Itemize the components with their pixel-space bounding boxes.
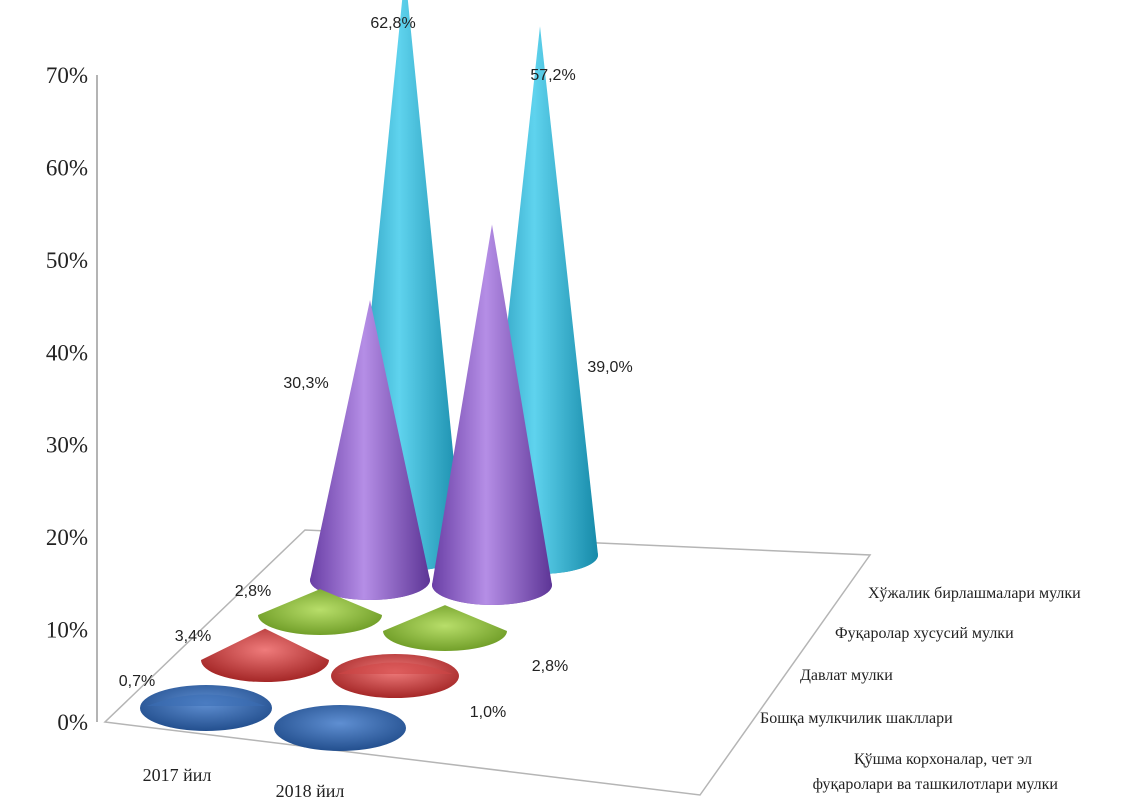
cone-peak bbox=[146, 694, 266, 706]
data-label: 39,0% bbox=[587, 359, 632, 376]
cone-peak bbox=[337, 662, 453, 674]
series-labels: Хўжалик бирлашмалари мулки Фуқаролар хусу… bbox=[760, 585, 1081, 793]
y-tick-label: 10% bbox=[46, 618, 88, 643]
cone bbox=[310, 299, 430, 600]
series-label: Фуқаролар хусусий мулки bbox=[835, 625, 1014, 642]
data-labels: 62,8% 57,2% 30,3% 39,0% 2,8% 2,8% 3,4% 1,0% 0,7% bbox=[119, 15, 633, 721]
data-label: 0,7% bbox=[119, 673, 155, 690]
y-tick-label: 20% bbox=[46, 525, 88, 550]
y-tick-label: 60% bbox=[46, 155, 88, 180]
series-label: Бошқа мулкчилик шакллари bbox=[760, 710, 953, 727]
cone-disc bbox=[140, 685, 272, 731]
category-label: 2017 йил bbox=[143, 765, 212, 785]
y-tick-label: 0% bbox=[57, 710, 88, 735]
y-tick-label: 40% bbox=[46, 340, 88, 365]
data-label: 2,8% bbox=[532, 658, 568, 675]
cones bbox=[140, 0, 598, 751]
y-tick-labels: 0% 10% 20% 30% 40% 50% 60% 70% bbox=[46, 63, 88, 735]
data-label: 30,3% bbox=[283, 375, 328, 392]
data-label: 3,4% bbox=[175, 628, 211, 645]
cone bbox=[201, 628, 329, 682]
cone-disc bbox=[331, 654, 459, 698]
series-label: Давлат мулки bbox=[800, 667, 893, 684]
category-labels: 2017 йил 2018 йил bbox=[143, 765, 345, 800]
data-label: 57,2% bbox=[530, 67, 575, 84]
cone bbox=[383, 605, 507, 651]
cone-disc bbox=[274, 705, 406, 751]
data-label: 2,8% bbox=[235, 583, 271, 600]
cone bbox=[258, 589, 382, 635]
series-label: Хўжалик бирлашмалари мулки bbox=[868, 585, 1081, 602]
y-tick-label: 50% bbox=[46, 248, 88, 273]
data-label: 62,8% bbox=[370, 15, 415, 32]
axes bbox=[96, 75, 872, 796]
y-tick-label: 70% bbox=[46, 63, 88, 88]
series-label: фуқаролари ва ташкилотлари мулки bbox=[813, 776, 1059, 793]
cone bbox=[432, 224, 552, 605]
category-label: 2018 йил bbox=[276, 781, 345, 800]
series-label: Қўшма корхоналар, чет эл bbox=[854, 751, 1032, 768]
data-label: 1,0% bbox=[470, 704, 506, 721]
floor-plane bbox=[103, 529, 872, 796]
y-tick-label: 30% bbox=[46, 433, 88, 458]
